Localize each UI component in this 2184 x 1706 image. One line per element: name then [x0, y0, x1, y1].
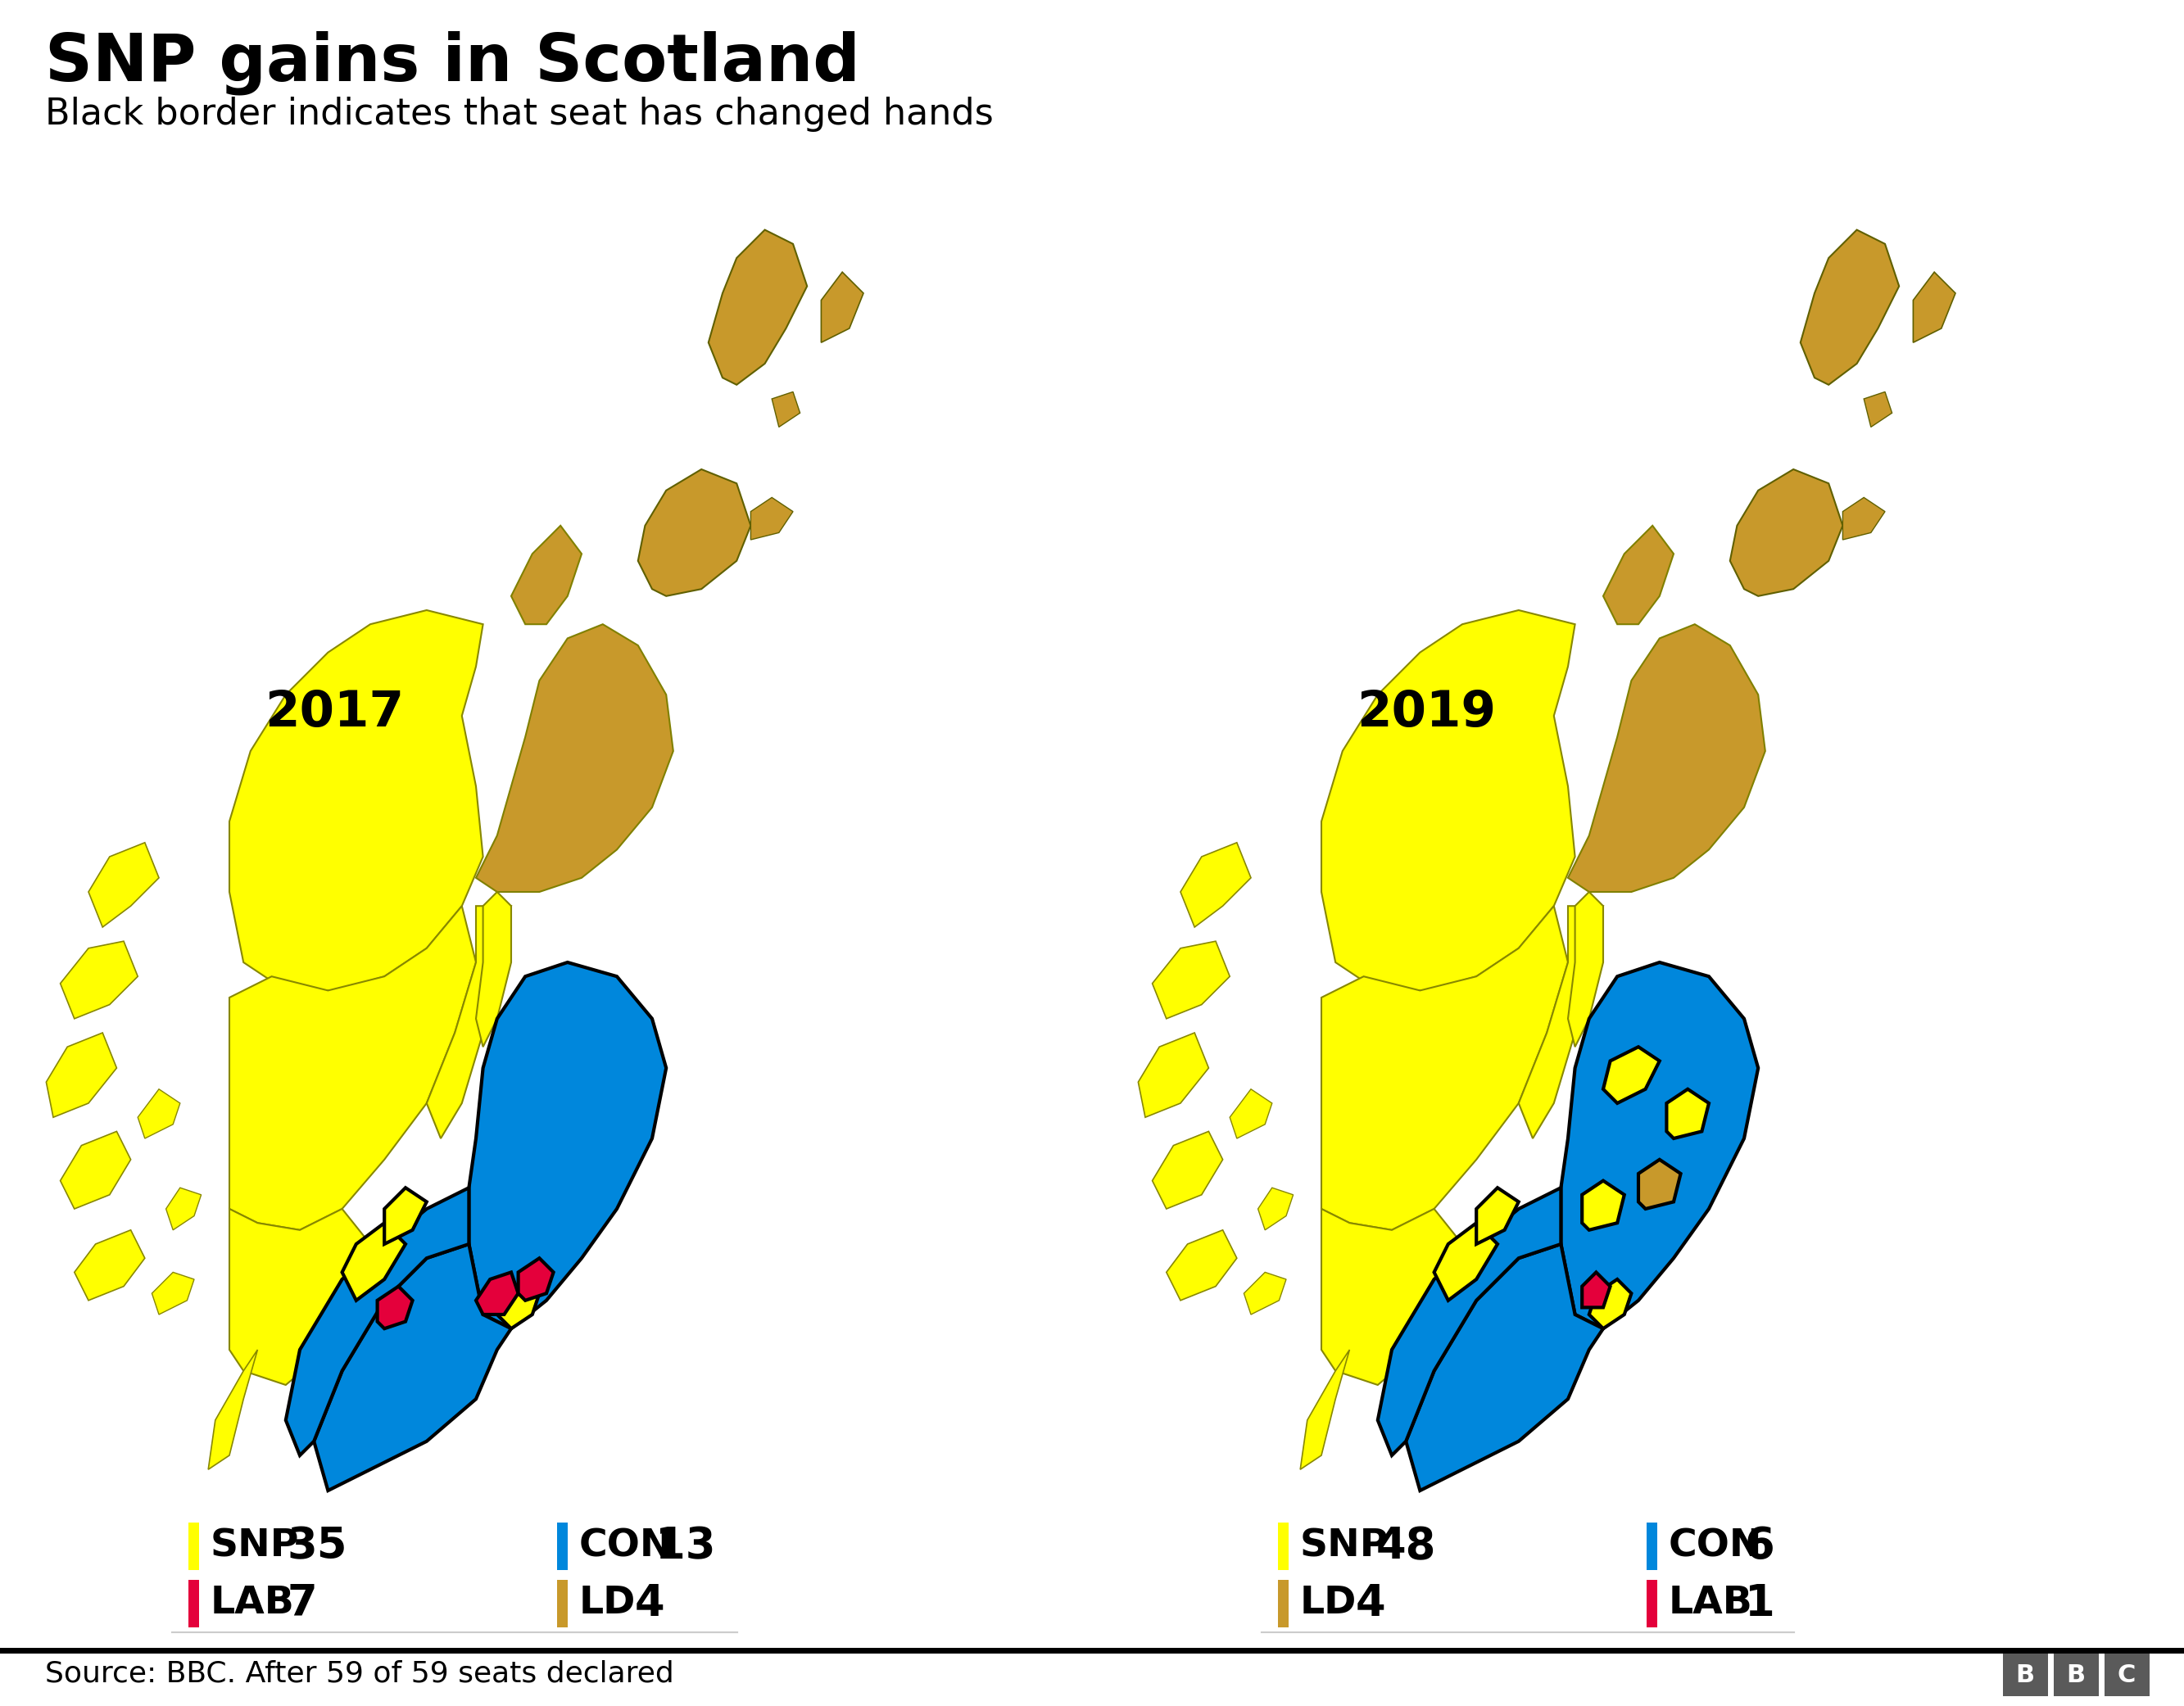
- Text: LAB: LAB: [1669, 1585, 1754, 1622]
- Polygon shape: [138, 1088, 179, 1138]
- Polygon shape: [1138, 1032, 1208, 1117]
- Polygon shape: [1913, 271, 1955, 343]
- Polygon shape: [46, 1032, 116, 1117]
- Bar: [2105, 1653, 2149, 1696]
- Polygon shape: [378, 1286, 413, 1329]
- Polygon shape: [1245, 1273, 1286, 1315]
- Text: 13: 13: [655, 1525, 716, 1568]
- Polygon shape: [74, 1230, 144, 1300]
- Polygon shape: [1638, 1160, 1682, 1210]
- Polygon shape: [1562, 962, 1758, 1329]
- Polygon shape: [286, 1187, 470, 1455]
- Polygon shape: [314, 1244, 511, 1491]
- Polygon shape: [1182, 843, 1251, 926]
- Polygon shape: [1568, 892, 1603, 1047]
- Bar: [2053, 1653, 2099, 1696]
- Polygon shape: [1299, 1349, 1350, 1469]
- Polygon shape: [166, 1187, 201, 1230]
- Polygon shape: [476, 892, 511, 1047]
- Text: 2017: 2017: [264, 689, 404, 737]
- Text: LD: LD: [1299, 1585, 1356, 1622]
- Polygon shape: [426, 906, 511, 1138]
- Text: 4: 4: [636, 1583, 664, 1624]
- Bar: [557, 1522, 568, 1570]
- Polygon shape: [1603, 1047, 1660, 1104]
- Polygon shape: [61, 942, 138, 1018]
- Bar: [1278, 1580, 1289, 1628]
- Polygon shape: [1153, 942, 1230, 1018]
- Polygon shape: [90, 843, 159, 926]
- Polygon shape: [1581, 1181, 1625, 1230]
- Bar: [557, 1580, 568, 1628]
- Text: 2019: 2019: [1356, 689, 1496, 737]
- Polygon shape: [229, 1210, 371, 1385]
- Polygon shape: [1321, 611, 1575, 991]
- Text: CON: CON: [1669, 1529, 1762, 1564]
- Polygon shape: [821, 271, 863, 343]
- Text: 6: 6: [1745, 1525, 1776, 1568]
- Text: C: C: [2118, 1663, 2136, 1687]
- Text: 7: 7: [286, 1583, 317, 1624]
- Polygon shape: [207, 1349, 258, 1469]
- Polygon shape: [61, 1131, 131, 1210]
- Polygon shape: [1800, 230, 1900, 386]
- Polygon shape: [1406, 1244, 1603, 1491]
- Polygon shape: [1321, 1210, 1463, 1385]
- Text: 48: 48: [1376, 1525, 1437, 1568]
- Text: SNP: SNP: [1299, 1529, 1389, 1564]
- Polygon shape: [1603, 525, 1673, 624]
- Polygon shape: [518, 1257, 553, 1300]
- Polygon shape: [708, 230, 808, 386]
- Text: Black border indicates that seat has changed hands: Black border indicates that seat has cha…: [46, 97, 994, 131]
- Bar: [1647, 1580, 1658, 1628]
- Polygon shape: [1666, 1088, 1708, 1138]
- Bar: [1278, 1522, 1289, 1570]
- Text: B: B: [2066, 1663, 2086, 1687]
- Polygon shape: [1590, 1280, 1631, 1329]
- Polygon shape: [1378, 1187, 1562, 1455]
- Polygon shape: [1730, 469, 1843, 595]
- Polygon shape: [470, 962, 666, 1329]
- Text: 1: 1: [1745, 1583, 1776, 1624]
- Polygon shape: [1435, 1223, 1498, 1300]
- Polygon shape: [1843, 498, 1885, 539]
- Polygon shape: [1476, 1187, 1518, 1244]
- Text: Source: BBC. After 59 of 59 seats declared: Source: BBC. After 59 of 59 seats declar…: [46, 1660, 675, 1687]
- Polygon shape: [1863, 392, 1891, 426]
- Polygon shape: [1153, 1131, 1223, 1210]
- Polygon shape: [229, 906, 476, 1230]
- Polygon shape: [476, 1273, 518, 1315]
- Polygon shape: [1321, 906, 1568, 1230]
- Polygon shape: [1518, 906, 1603, 1138]
- Polygon shape: [384, 1187, 426, 1244]
- Text: CON: CON: [579, 1529, 673, 1564]
- Polygon shape: [511, 525, 581, 624]
- Polygon shape: [153, 1273, 194, 1315]
- Text: LD: LD: [579, 1585, 636, 1622]
- Polygon shape: [229, 611, 483, 991]
- Polygon shape: [1568, 624, 1765, 892]
- Polygon shape: [498, 1280, 539, 1329]
- Polygon shape: [476, 624, 673, 892]
- Bar: [188, 1522, 199, 1570]
- Bar: [2003, 1653, 2049, 1696]
- Text: SNP gains in Scotland: SNP gains in Scotland: [46, 31, 860, 96]
- Polygon shape: [343, 1223, 406, 1300]
- Polygon shape: [751, 498, 793, 539]
- Bar: [1647, 1522, 1658, 1570]
- Polygon shape: [1230, 1088, 1271, 1138]
- Polygon shape: [1166, 1230, 1236, 1300]
- Bar: [188, 1580, 199, 1628]
- Polygon shape: [1581, 1273, 1610, 1307]
- Text: LAB: LAB: [210, 1585, 295, 1622]
- Text: 4: 4: [1356, 1583, 1387, 1624]
- Polygon shape: [771, 392, 799, 426]
- Polygon shape: [638, 469, 751, 595]
- Text: SNP: SNP: [210, 1529, 299, 1564]
- Polygon shape: [1258, 1187, 1293, 1230]
- Text: 35: 35: [286, 1525, 347, 1568]
- Text: B: B: [2016, 1663, 2035, 1687]
